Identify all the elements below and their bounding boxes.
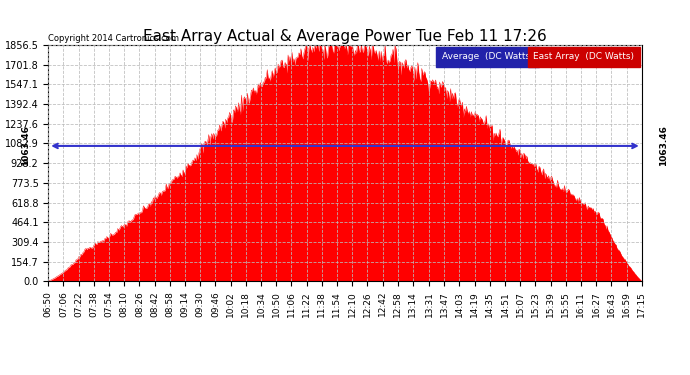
Title: East Array Actual & Average Power Tue Feb 11 17:26: East Array Actual & Average Power Tue Fe… [143,29,547,44]
Text: 1063.46: 1063.46 [21,126,30,166]
Text: 1063.46: 1063.46 [660,126,669,166]
Text: Copyright 2014 Cartronics.com: Copyright 2014 Cartronics.com [48,34,179,43]
Legend: Average  (DC Watts), East Array  (DC Watts): Average (DC Watts), East Array (DC Watts… [439,50,637,64]
